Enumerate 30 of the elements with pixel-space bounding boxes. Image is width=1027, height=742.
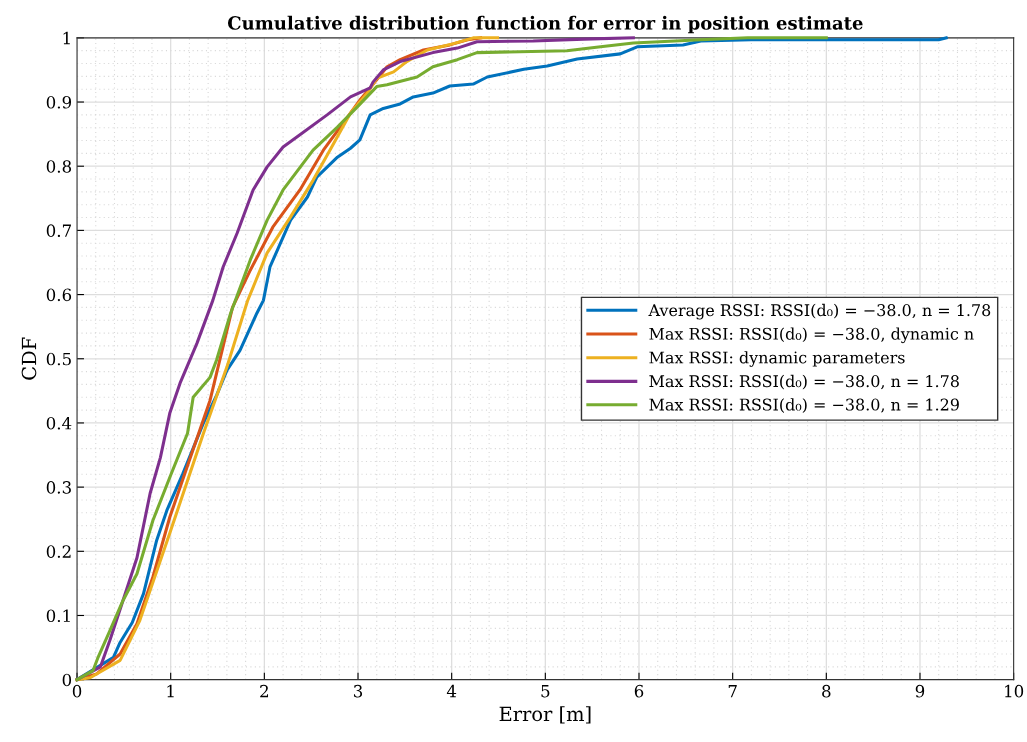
y-tick-label: 0.6 — [46, 288, 72, 302]
y-tick-label: 0.2 — [46, 545, 71, 558]
chart-title: Cumulative distribution function for error in position estimate — [227, 15, 863, 34]
x-tick-label: 10 — [1005, 684, 1024, 698]
y-tick-label: 0.8 — [46, 160, 72, 173]
x-tick-label: 0 — [72, 684, 82, 698]
x-tick-label: 6 — [634, 684, 644, 698]
y-tick-label: 0.9 — [46, 95, 72, 109]
x-tick-label: 5 — [541, 685, 550, 698]
x-tick-label: 1 — [167, 684, 174, 698]
x-tick-label: 9 — [915, 684, 925, 698]
legend-label: Max RSSI: RSSI(d₀) = −38.0, n = 1.29 — [649, 398, 959, 413]
x-axis-title: Error [m] — [499, 706, 591, 724]
legend-label: Max RSSI: dynamic parameters — [649, 351, 905, 367]
x-tick-label: 3 — [353, 684, 363, 698]
x-tick-label: 2 — [260, 684, 269, 698]
y-tick-label: 0.5 — [46, 352, 71, 366]
x-tick-label: 7 — [728, 685, 737, 698]
y-tick-label: 0.7 — [46, 224, 71, 237]
y-tick-label: 1 — [63, 31, 70, 45]
legend-label: Max RSSI: RSSI(d₀) = −38.0, dynamic n — [649, 327, 974, 344]
y-axis-title: CDF — [21, 337, 37, 380]
legend-label: Max RSSI: RSSI(d₀) = −38.0, n = 1.78 — [649, 374, 959, 390]
legend-label: Average RSSI: RSSI(d₀) = −38.0, n = 1.78 — [648, 303, 991, 320]
y-tick-label: 0.1 — [46, 609, 70, 623]
y-tick-label: 0.4 — [46, 416, 72, 430]
y-tick-label: 0 — [62, 673, 72, 687]
y-tick-label: 0.3 — [46, 481, 71, 494]
x-tick-label: 4 — [446, 684, 457, 698]
x-tick-label: 8 — [822, 684, 831, 698]
